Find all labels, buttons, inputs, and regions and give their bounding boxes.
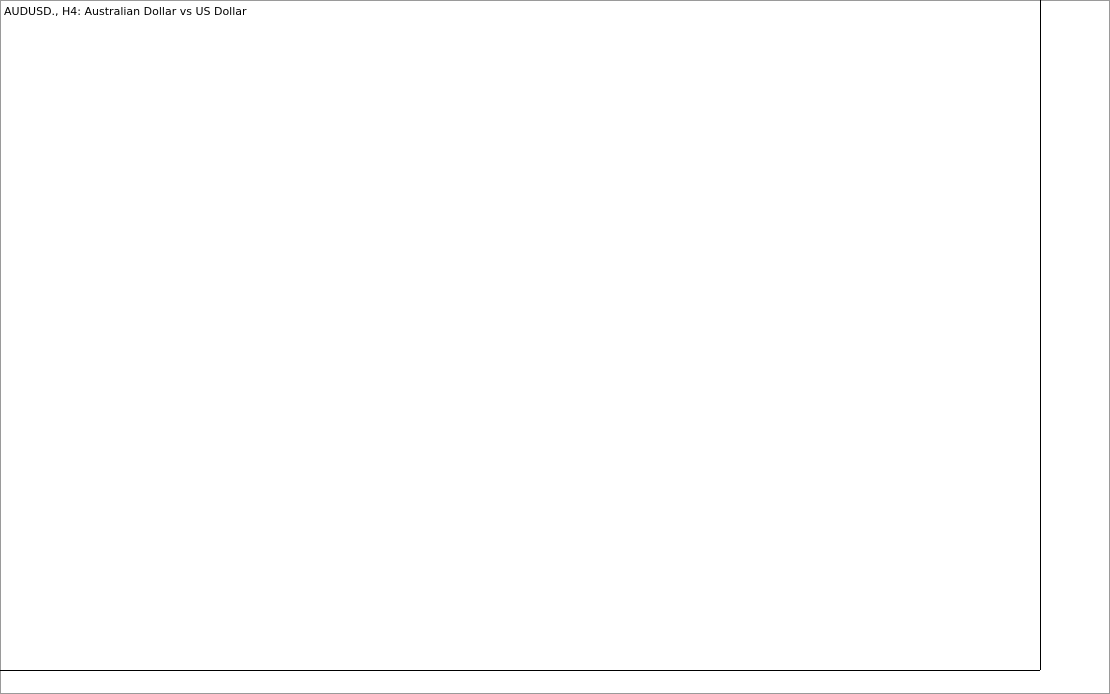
chart-title: AUDUSD., H4: Australian Dollar vs US Dol… <box>4 5 247 18</box>
